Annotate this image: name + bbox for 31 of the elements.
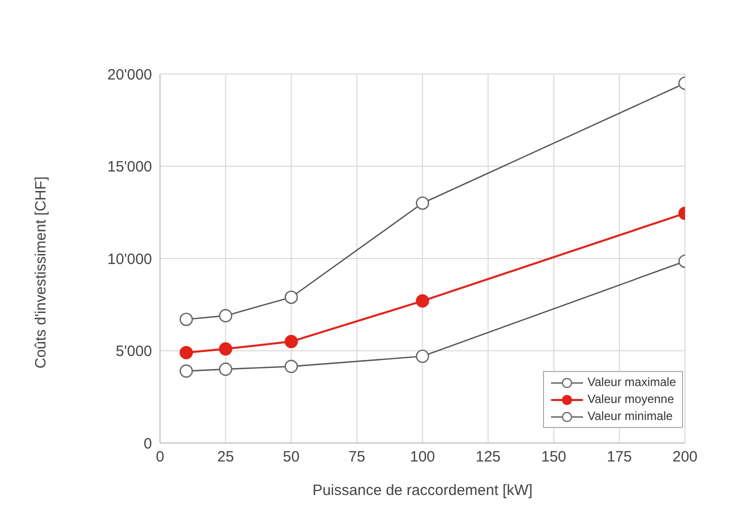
y-axis-title: Coûts d'investissiment [CHF] xyxy=(32,176,50,368)
legend-label: Valeur maximale xyxy=(588,374,676,391)
x-tick-label: 50 xyxy=(282,448,300,466)
legend-label: Valeur moyenne xyxy=(588,391,674,408)
y-tick-label: 15'000 xyxy=(107,158,152,176)
point xyxy=(180,312,193,326)
point xyxy=(180,364,193,378)
point xyxy=(284,360,298,374)
x-tick-label: 125 xyxy=(476,448,501,466)
x-tick-label: 100 xyxy=(410,448,436,466)
point xyxy=(180,346,193,360)
x-tick-label: 200 xyxy=(672,448,698,466)
point xyxy=(284,334,298,348)
x-tick-label: 175 xyxy=(606,448,632,466)
point xyxy=(416,294,430,308)
x-axis-title: Puissance de raccordement [kW] xyxy=(312,482,533,499)
y-tick-label: 10'000 xyxy=(107,250,152,268)
x-tick-label: 150 xyxy=(541,448,566,466)
y-tick-label: 5'000 xyxy=(116,343,152,360)
y-tick-label: 20'000 xyxy=(107,66,152,84)
point xyxy=(416,350,430,363)
point xyxy=(416,196,430,210)
x-tick-label: 25 xyxy=(217,448,234,466)
point xyxy=(218,309,232,322)
x-tick-label: 75 xyxy=(348,448,366,466)
y-tick-label: 0 xyxy=(144,435,152,452)
point xyxy=(218,362,232,376)
point xyxy=(218,342,232,356)
point xyxy=(284,290,298,304)
legend-label: Valeur minimale xyxy=(588,408,673,425)
x-tick-label: 0 xyxy=(156,448,164,466)
